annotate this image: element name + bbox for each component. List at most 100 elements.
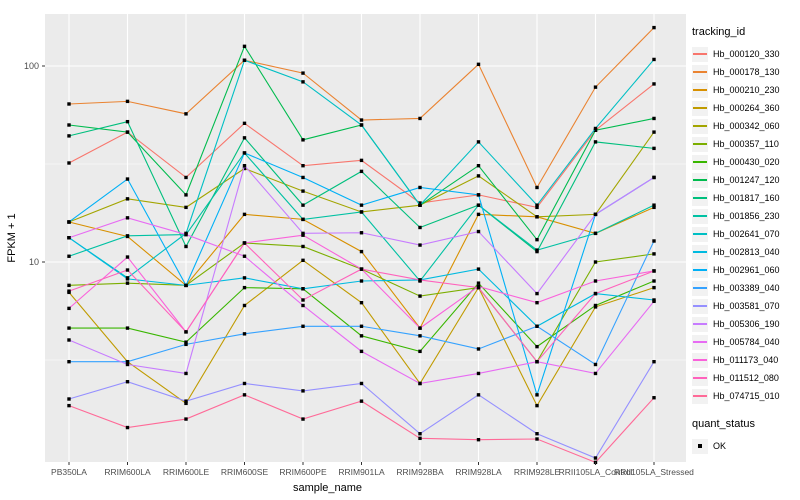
data-point-Hb_074715_010 bbox=[242, 393, 247, 397]
data-point-Hb_001817_160 bbox=[242, 136, 247, 140]
data-point-Hb_000357_110 bbox=[125, 281, 130, 285]
data-point-Hb_002961_060 bbox=[125, 177, 130, 181]
legend-line-swatch bbox=[693, 269, 707, 271]
data-point-Hb_000120_330 bbox=[301, 163, 305, 168]
legend-line-swatch bbox=[693, 161, 707, 163]
legend-key-swatch bbox=[692, 64, 708, 80]
legend-entry-label: Hb_003581_070 bbox=[713, 301, 780, 311]
data-point-Hb_000120_330 bbox=[418, 201, 422, 205]
data-point-Hb_001247_120 bbox=[67, 123, 71, 127]
data-point-Hb_011512_080 bbox=[67, 289, 71, 293]
quant-status-key-swatch bbox=[692, 438, 708, 454]
plot-panel bbox=[45, 14, 686, 462]
data-point-Hb_002641_070 bbox=[535, 203, 539, 207]
data-point-Hb_003389_040 bbox=[535, 324, 539, 328]
legend-entry: Hb_000178_130 bbox=[692, 63, 800, 81]
data-point-Hb_001247_120 bbox=[301, 138, 305, 142]
data-point-Hb_003389_040 bbox=[242, 332, 247, 336]
legend-entry-label: Hb_074715_010 bbox=[713, 391, 780, 401]
legend-entry: Hb_003389_040 bbox=[692, 279, 800, 297]
legend-entry-label: Hb_000178_130 bbox=[713, 67, 780, 77]
data-point-Hb_003581_070 bbox=[418, 432, 422, 436]
data-point-Hb_011512_080 bbox=[418, 278, 422, 282]
data-point-Hb_000264_360 bbox=[242, 303, 247, 308]
data-point-Hb_000430_020 bbox=[184, 340, 188, 344]
data-point-Hb_001856_230 bbox=[301, 217, 305, 222]
data-point-Hb_000357_110 bbox=[652, 252, 656, 256]
data-point-Hb_002641_070 bbox=[242, 58, 247, 62]
x-tick-label: RRIM928LA bbox=[455, 467, 502, 477]
legend-key-swatch bbox=[692, 190, 708, 206]
data-point-Hb_011173_040 bbox=[67, 306, 71, 311]
legend-key-swatch bbox=[692, 334, 708, 350]
x-tick-label: RRII105LA_Control bbox=[559, 467, 633, 477]
data-point-Hb_003581_070 bbox=[476, 393, 481, 397]
data-point-Hb_003389_040 bbox=[359, 324, 364, 328]
data-point-Hb_000342_060 bbox=[535, 215, 539, 219]
legend-entry-label: Hb_002961_060 bbox=[713, 265, 780, 275]
data-point-Hb_003389_040 bbox=[125, 359, 130, 364]
data-point-Hb_003581_070 bbox=[242, 381, 247, 386]
data-point-Hb_001817_160 bbox=[418, 225, 422, 230]
legend-line-swatch bbox=[693, 197, 707, 199]
data-point-Hb_005784_040 bbox=[652, 299, 656, 304]
data-point-Hb_005306_190 bbox=[125, 362, 130, 367]
data-point-Hb_002961_060 bbox=[301, 175, 305, 180]
data-point-Hb_005306_190 bbox=[359, 231, 364, 235]
legend-entry-label: Hb_000430_020 bbox=[713, 157, 780, 167]
data-point-Hb_003389_040 bbox=[301, 324, 305, 328]
legend-line-swatch bbox=[693, 323, 707, 325]
data-point-Hb_002641_070 bbox=[418, 203, 422, 207]
legend-entry: Hb_011512_080 bbox=[692, 369, 800, 387]
data-point-Hb_000178_130 bbox=[301, 71, 305, 75]
legend-line-swatch bbox=[693, 377, 707, 379]
data-point-Hb_000430_020 bbox=[242, 285, 247, 290]
data-point-Hb_003581_070 bbox=[652, 359, 656, 364]
data-point-Hb_005784_040 bbox=[359, 349, 364, 354]
legend-line-swatch bbox=[693, 53, 707, 55]
data-point-Hb_002641_070 bbox=[359, 123, 364, 127]
data-point-Hb_005784_040 bbox=[125, 216, 130, 220]
x-tick-label: RRIM928BA bbox=[396, 467, 444, 477]
data-point-Hb_003581_070 bbox=[184, 399, 188, 403]
legend-entry-label: Hb_005784_040 bbox=[713, 337, 780, 347]
x-tick-label: RRIM901LA bbox=[338, 467, 385, 477]
data-point-Hb_011173_040 bbox=[125, 255, 130, 259]
data-point-Hb_000210_230 bbox=[476, 212, 481, 217]
data-point-Hb_001817_160 bbox=[301, 203, 305, 207]
data-point-Hb_005784_040 bbox=[301, 303, 305, 308]
legend-entry: Hb_003581_070 bbox=[692, 297, 800, 315]
legend-entry: Hb_011173_040 bbox=[692, 351, 800, 369]
data-point-Hb_002961_060 bbox=[535, 393, 539, 397]
data-point-Hb_005784_040 bbox=[418, 381, 422, 386]
data-point-Hb_001247_120 bbox=[593, 128, 598, 132]
data-point-Hb_000120_330 bbox=[652, 82, 656, 86]
data-point-Hb_000430_020 bbox=[125, 326, 130, 330]
data-point-Hb_000120_330 bbox=[67, 161, 71, 165]
data-point-Hb_011512_080 bbox=[301, 298, 305, 302]
x-tick-label: RRII105LA_Stressed bbox=[614, 467, 694, 477]
legend-entry: Hb_000342_060 bbox=[692, 117, 800, 135]
legend-entry-label: Hb_000210_230 bbox=[713, 85, 780, 95]
legend-entry-label: Hb_000264_360 bbox=[713, 103, 780, 113]
data-point-Hb_005784_040 bbox=[67, 236, 71, 240]
legend-key-swatch bbox=[692, 316, 708, 332]
data-point-Hb_000178_130 bbox=[476, 62, 481, 67]
data-point-Hb_000178_130 bbox=[184, 112, 188, 116]
legend-key-swatch bbox=[692, 136, 708, 152]
data-point-Hb_011512_080 bbox=[184, 330, 188, 334]
legend-entry: Hb_000430_020 bbox=[692, 153, 800, 171]
data-point-Hb_001856_230 bbox=[593, 231, 598, 236]
data-point-Hb_002961_060 bbox=[476, 193, 481, 197]
legend-key-swatch bbox=[692, 352, 708, 368]
data-point-Hb_002961_060 bbox=[359, 203, 364, 207]
data-point-Hb_005306_190 bbox=[184, 371, 188, 376]
legend-key-swatch bbox=[692, 46, 708, 62]
legend-key-swatch bbox=[692, 244, 708, 260]
legend-entry-label: Hb_000357_110 bbox=[713, 139, 779, 149]
quant-status-entry: OK bbox=[692, 437, 800, 455]
legend-line-swatch bbox=[693, 305, 707, 307]
legend-key-swatch bbox=[692, 262, 708, 278]
data-point-Hb_002961_060 bbox=[418, 185, 422, 190]
